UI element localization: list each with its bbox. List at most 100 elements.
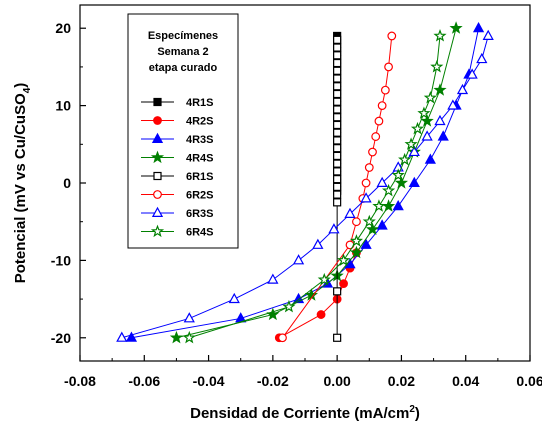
data-point [352,217,361,227]
y-tick-label: 10 [55,98,71,114]
y-tick-label: -20 [51,330,71,346]
data-point [278,333,287,343]
data-point [408,145,420,157]
data-point [328,223,340,234]
data-point [417,106,431,119]
data-point [169,330,183,344]
data-point [333,287,342,296]
data-point [333,190,342,199]
data-point [423,90,437,104]
data-point [267,273,279,284]
data-point [349,245,363,259]
x-axis-label: Densidad de Corriente (mA/cm2) [190,404,420,422]
legend-marker [150,150,165,164]
x-tick-label: -0.06 [128,373,160,389]
y-tick-label: 0 [63,175,71,191]
series-line [189,35,441,339]
legend-title-line-3: etapa curado [149,62,218,74]
data-point [337,253,351,266]
data-point [333,97,342,106]
data-point [376,219,388,230]
data-point [333,175,342,184]
data-point [472,21,485,33]
data-point [433,29,447,42]
data-point [398,152,412,166]
data-point [333,136,342,145]
data-point [312,238,324,249]
data-point [368,147,377,157]
data-point [361,178,371,188]
legend-label: 4R2S [186,116,214,128]
data-point [360,192,372,203]
legend-label: 4R4S [186,153,214,165]
legend-marker [153,97,162,107]
legend-marker [153,190,162,199]
data-point [374,116,384,126]
data-point [394,176,408,189]
data-point [437,130,449,141]
data-point [333,113,342,122]
data-point [482,29,494,40]
data-point [424,153,436,164]
data-point [333,74,342,83]
data-point [421,130,433,141]
x-tick-label: 0.04 [452,373,479,389]
data-point [333,105,342,114]
data-point [317,272,331,286]
legend-marker [153,171,162,181]
x-tick-label: -0.08 [64,373,96,389]
data-point [408,176,420,187]
data-point [339,279,348,289]
legend-item: 6R3S [141,206,214,220]
data-point [365,222,380,236]
data-point [372,199,386,212]
data-point [333,82,342,91]
series-line [131,28,480,339]
y-axis-label: Potencial (mV vs Cu/CuSO4) [12,83,33,284]
legend-item: 6R4S [141,224,214,239]
legend-marker [153,116,162,125]
data-point [333,198,342,207]
data-point [410,121,425,135]
data-point [391,168,405,181]
data-point [182,330,196,344]
legend-items: 4R1S 4R2S 4R3S 4R4S 6R1S 6R2S 6R3S 6R4S [141,97,214,239]
data-point [333,151,342,161]
data-point [333,120,342,130]
data-point [384,62,393,72]
data-point [333,43,342,52]
legend-item: 4R4S [141,150,214,165]
data-point [382,183,396,197]
data-point [333,89,342,99]
y-axis-label-subscript: 4 [22,87,33,93]
legend-item: 6R1S [141,171,214,183]
data-point [349,234,363,247]
data-point [333,167,342,176]
y-tick-label: 20 [55,20,71,36]
legend-marker [150,224,165,238]
data-point [125,331,138,342]
data-point [344,207,356,218]
data-point [364,163,374,172]
series-line [176,28,457,339]
data-point [447,99,459,110]
legend-item: 4R1S [141,97,214,109]
legend-label: 6R3S [186,208,214,220]
data-point [316,310,326,319]
data-point [116,331,128,342]
legend-title-line-1: Especímenes [148,30,218,42]
data-point [380,85,390,95]
data-point [371,132,381,141]
legend-label: 4R3S [186,134,214,146]
data-point [333,66,342,75]
data-point [282,299,296,313]
data-point [183,312,195,323]
legend-marker [151,206,164,217]
data-point [292,254,305,265]
legend-title-line-2: Semana 2 [157,46,208,58]
data-point [362,214,376,228]
data-point [449,21,463,34]
legend-item: 4R3S [141,132,214,146]
legend-box [127,13,239,249]
